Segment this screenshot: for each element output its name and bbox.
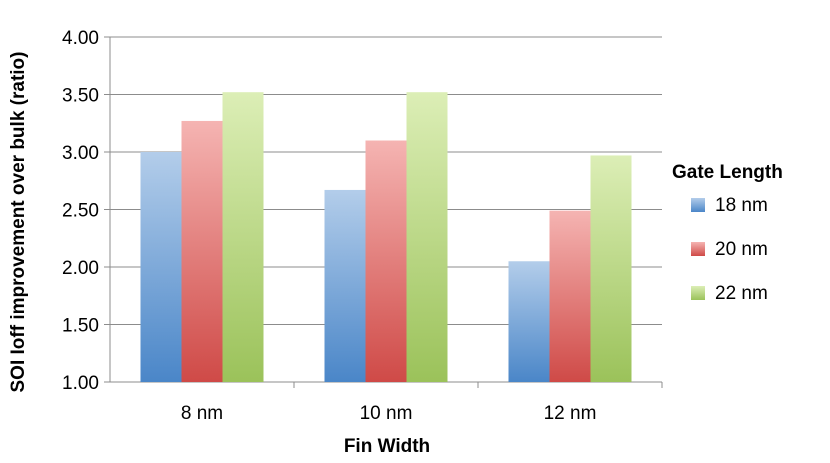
legend-label: 18 nm	[715, 195, 768, 216]
legend-title: Gate Length	[672, 162, 783, 183]
y-tick-label: 1.50	[62, 316, 99, 337]
legend: Gate Length 18 nm 20 nm 22 nm	[672, 162, 783, 304]
x-tick-labels: 8 nm 10 nm 12 nm	[181, 403, 597, 424]
legend-swatch	[691, 198, 705, 212]
bars	[140, 92, 632, 382]
bar-20nm-8nm	[181, 120, 223, 382]
legend-swatch	[691, 242, 705, 256]
bar-20nm-12nm	[549, 210, 591, 382]
bar-20nm-10nm	[365, 140, 407, 382]
y-tick-label: 4.00	[62, 28, 99, 49]
y-tick-label: 3.50	[62, 86, 99, 107]
x-axis-title: Fin Width	[344, 436, 430, 457]
y-tick-label: 2.00	[62, 258, 99, 279]
bar-22nm-8nm	[222, 92, 264, 382]
x-tick-label: 12 nm	[544, 403, 597, 424]
bar-18nm-12nm	[508, 261, 550, 382]
y-tick-label: 1.00	[62, 373, 99, 394]
bar-22nm-10nm	[406, 92, 448, 382]
bar-18nm-10nm	[324, 189, 366, 382]
x-tick-label: 10 nm	[360, 403, 413, 424]
legend-label: 22 nm	[715, 283, 768, 304]
bar-22nm-12nm	[590, 155, 632, 382]
y-tick-label: 3.00	[62, 143, 99, 164]
y-tick-label: 2.50	[62, 201, 99, 222]
bar-18nm-8nm	[140, 152, 182, 382]
y-axis-title: SOI Ioff improvement over bulk (ratio)	[8, 52, 29, 393]
legend-label: 20 nm	[715, 239, 768, 260]
y-tick-labels: 1.00 1.50 2.00 2.50 3.00 3.50 4.00	[62, 28, 99, 394]
legend-swatch	[691, 286, 705, 300]
x-tick-label: 8 nm	[181, 403, 223, 424]
